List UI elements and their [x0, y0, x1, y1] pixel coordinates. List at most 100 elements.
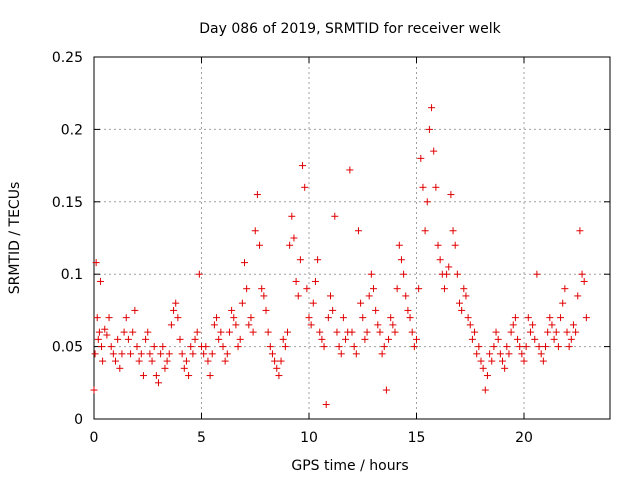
data-point	[516, 343, 524, 351]
y-tick-label: 0.1	[61, 267, 83, 283]
data-point	[518, 350, 526, 358]
data-point	[215, 335, 223, 343]
data-point	[417, 154, 425, 162]
data-point	[309, 299, 317, 307]
data-point	[230, 314, 238, 322]
data-point	[148, 357, 156, 365]
data-point	[182, 357, 190, 365]
data-point	[460, 285, 468, 293]
data-point	[133, 343, 141, 351]
data-point	[408, 328, 416, 336]
data-point	[531, 335, 539, 343]
data-point	[118, 350, 126, 358]
data-point	[546, 314, 554, 322]
data-point	[501, 364, 509, 372]
data-point	[139, 372, 147, 380]
data-point	[281, 343, 289, 351]
data-point	[213, 314, 221, 322]
data-point	[443, 270, 451, 278]
data-point	[367, 270, 375, 278]
data-point	[492, 328, 500, 336]
data-point	[249, 328, 257, 336]
data-point	[505, 350, 513, 358]
data-point	[514, 335, 522, 343]
data-point	[316, 328, 324, 336]
data-point	[410, 343, 418, 351]
data-point	[449, 227, 457, 235]
data-point	[397, 256, 405, 264]
data-point	[456, 299, 463, 307]
data-point	[174, 314, 182, 322]
data-point	[387, 314, 395, 322]
data-point	[526, 328, 534, 336]
data-point	[90, 386, 98, 394]
data-point	[170, 306, 178, 314]
data-point	[204, 357, 212, 365]
data-point	[219, 343, 227, 351]
data-point	[481, 386, 489, 394]
data-point	[376, 328, 384, 336]
data-point	[342, 335, 350, 343]
data-point	[114, 335, 122, 343]
data-point	[559, 299, 567, 307]
data-point	[210, 321, 218, 329]
x-tick-label: 0	[90, 430, 99, 446]
data-point	[245, 321, 253, 329]
data-point	[294, 292, 302, 300]
data-point	[378, 350, 386, 358]
data-point	[406, 314, 414, 322]
data-point	[329, 306, 337, 314]
data-point	[535, 343, 543, 351]
data-point	[421, 227, 429, 235]
data-point	[352, 350, 360, 358]
data-point	[247, 314, 255, 322]
data-point	[260, 292, 268, 300]
data-point	[189, 350, 197, 358]
data-point	[236, 335, 244, 343]
data-point	[580, 277, 588, 285]
data-point	[385, 335, 393, 343]
data-point	[225, 328, 233, 336]
data-point	[361, 335, 369, 343]
data-point	[432, 183, 440, 191]
data-point	[223, 350, 231, 358]
x-tick-label: 20	[515, 430, 533, 446]
data-point	[320, 343, 328, 351]
data-point	[350, 343, 358, 351]
data-point	[483, 372, 491, 380]
data-point	[232, 321, 240, 329]
data-point	[434, 241, 442, 249]
data-point	[522, 343, 530, 351]
data-point	[524, 314, 532, 322]
data-point	[477, 357, 485, 365]
data-point	[554, 343, 562, 351]
data-point	[544, 328, 552, 336]
data-point	[354, 227, 362, 235]
data-point	[346, 166, 354, 174]
data-point	[206, 372, 214, 380]
data-point	[131, 306, 139, 314]
data-point	[365, 292, 373, 300]
data-point	[266, 343, 274, 351]
data-point	[563, 328, 571, 336]
data-point	[157, 350, 165, 358]
data-point	[391, 328, 399, 336]
data-point	[419, 183, 427, 191]
data-point	[307, 321, 315, 329]
data-point	[402, 292, 410, 300]
data-point	[425, 125, 433, 133]
data-point	[542, 343, 549, 351]
data-point	[208, 350, 216, 358]
data-point	[271, 357, 279, 365]
data-point	[451, 241, 459, 249]
data-point	[413, 335, 420, 343]
data-point	[529, 321, 537, 329]
data-point	[241, 259, 248, 267]
data-point	[264, 328, 272, 336]
data-point	[95, 328, 103, 336]
data-point	[428, 104, 436, 112]
data-point	[161, 364, 169, 372]
data-point	[389, 321, 397, 329]
data-point	[475, 343, 483, 351]
